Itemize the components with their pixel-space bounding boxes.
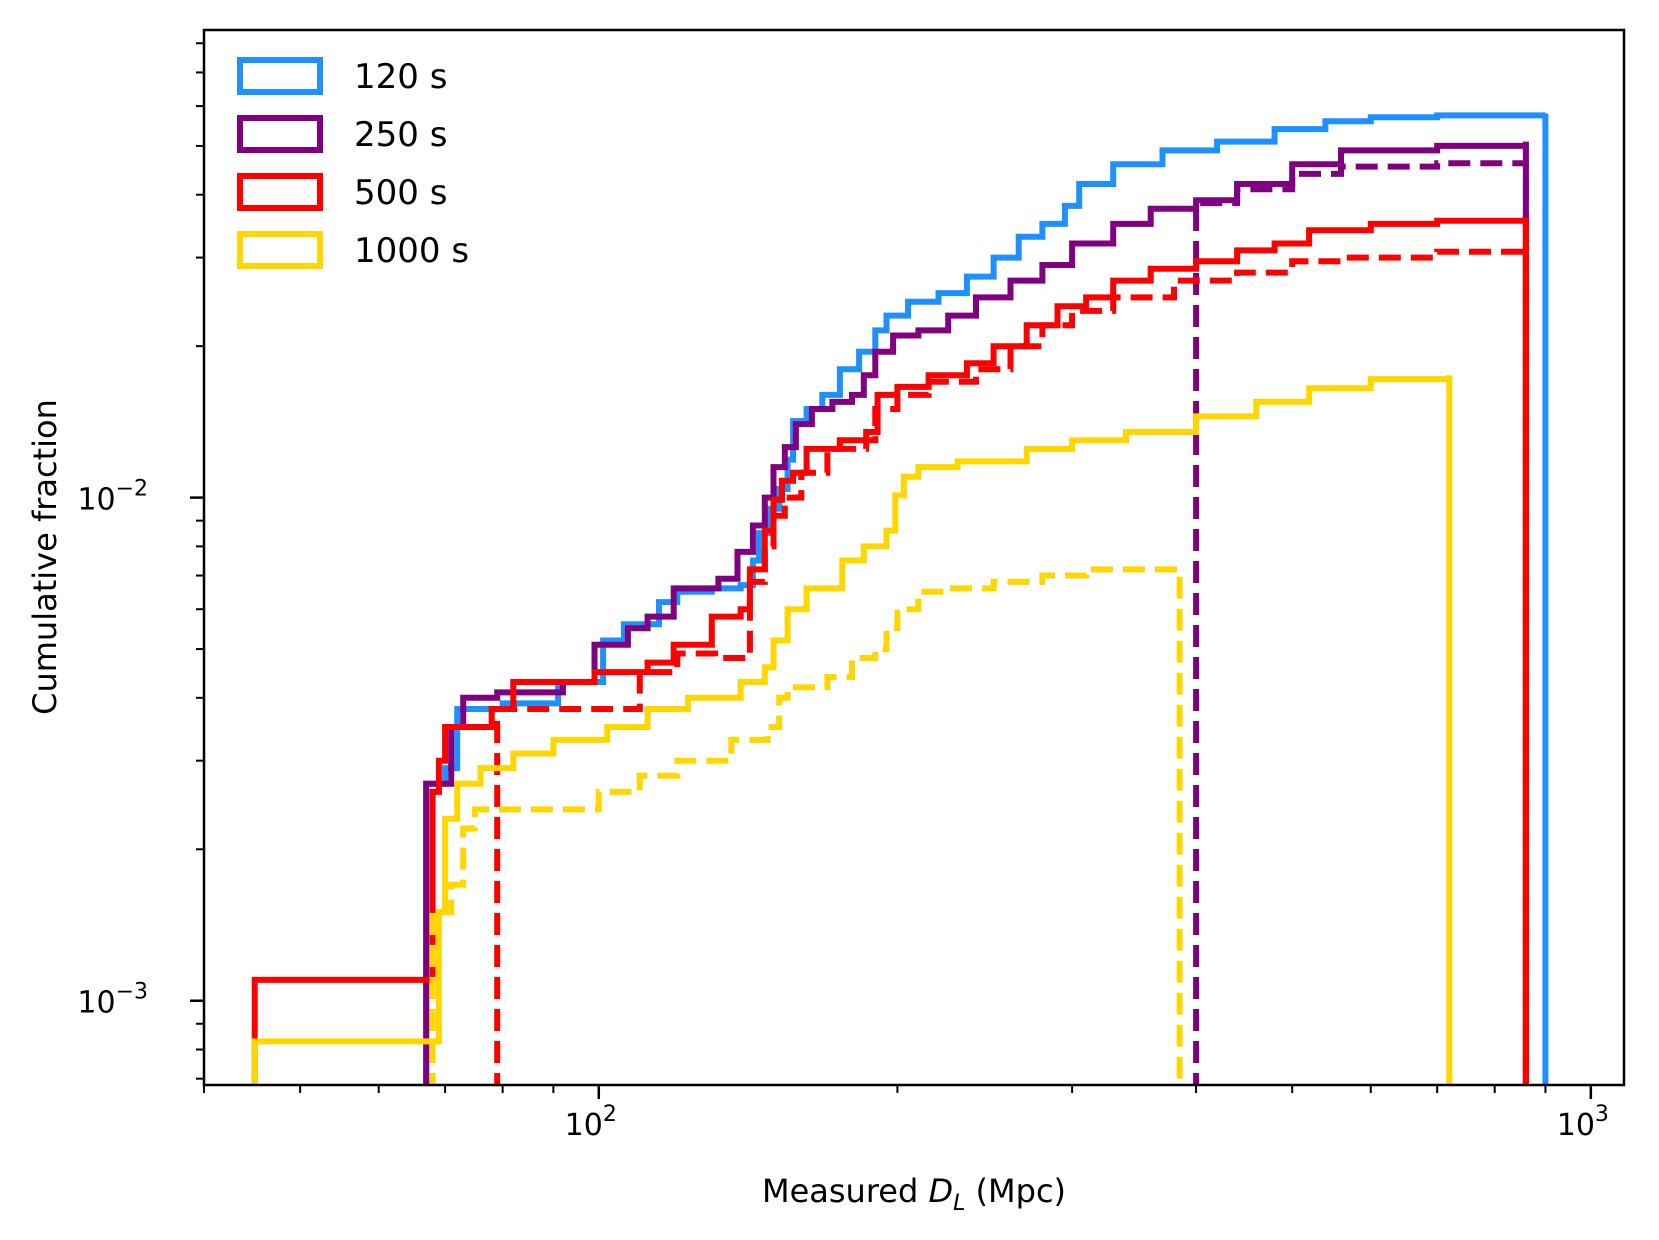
- legend-swatch: [237, 173, 323, 211]
- legend-swatch: [237, 115, 323, 153]
- legend-label: 500 s: [354, 173, 447, 213]
- plot-frame: [202, 28, 1626, 1087]
- x-tick-label: 103: [1557, 1102, 1609, 1143]
- series-line-500-s-dashed: [494, 248, 1529, 1085]
- series-line-1000-s-dashed: [429, 566, 1183, 1085]
- x-tick-label: 102: [565, 1102, 617, 1143]
- series-line-250-s-dashed: [1193, 160, 1529, 1085]
- y-axis-label: Cumulative fraction: [26, 399, 64, 715]
- tick-layer: 102 103 10−3 10−2: [77, 42, 1609, 1143]
- legend: 120 s 250 s 500 s 1000 s: [237, 57, 469, 271]
- series-line-250-s: [423, 141, 1529, 1085]
- y-tick-label: 10−3: [77, 980, 148, 1021]
- legend-label: 1000 s: [354, 231, 469, 271]
- series-line-1000-s: [251, 375, 1453, 1085]
- y-tick-label: 10−2: [77, 477, 148, 518]
- series-line-120-s: [423, 112, 1549, 1085]
- x-axis-label: Measured DL (Mpc): [762, 1172, 1066, 1218]
- series-line-500-s: [251, 217, 1529, 1085]
- series-layer: [251, 112, 1549, 1085]
- legend-label: 250 s: [354, 115, 447, 155]
- legend-label: 120 s: [354, 57, 447, 97]
- legend-swatch: [237, 231, 323, 269]
- legend-swatch: [237, 57, 323, 95]
